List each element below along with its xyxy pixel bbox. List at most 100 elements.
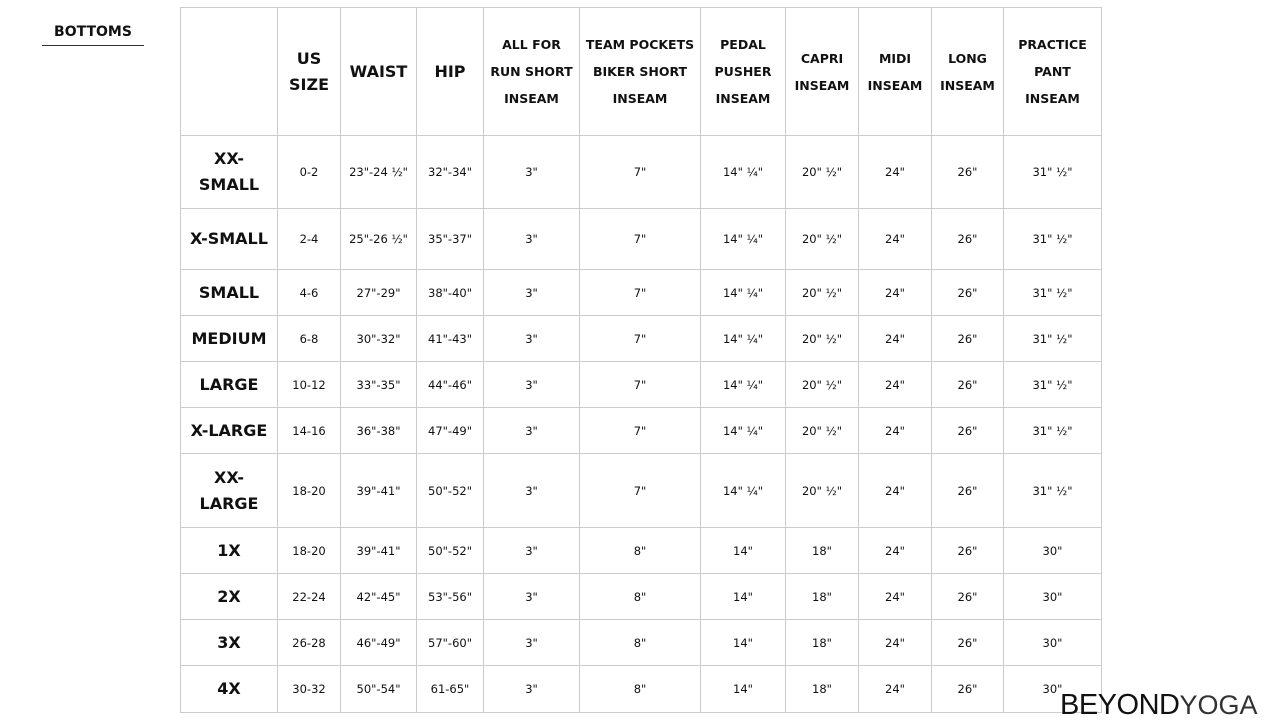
table-cell: 7" bbox=[579, 407, 701, 454]
table-row: 1X 18-20 39"-41" 50"-52" 3" 8" 14" 18" 24" 26" 30" bbox=[180, 527, 1102, 574]
table-cell: 14" bbox=[700, 527, 786, 574]
table-cell: 31" ½" bbox=[1003, 361, 1102, 408]
table-row: 4X 30-32 50"-54" 61-65" 3" 8" 14" 18" 24" 26" 30" bbox=[180, 665, 1102, 713]
table-cell: 18-20 bbox=[277, 453, 341, 528]
table-cell: 0-2 bbox=[277, 135, 341, 209]
table-cell: 22-24 bbox=[277, 573, 341, 620]
table-cell: 24" bbox=[858, 208, 932, 270]
table-cell: 26" bbox=[931, 619, 1004, 666]
table-cell: 26" bbox=[931, 361, 1004, 408]
section-title: BOTTOMS bbox=[42, 24, 144, 46]
table-cell: 31" ½" bbox=[1003, 453, 1102, 528]
table-cell: 24" bbox=[858, 619, 932, 666]
table-cell: 7" bbox=[579, 269, 701, 316]
table-cell: 26" bbox=[931, 665, 1004, 713]
table-cell: 20" ½" bbox=[785, 269, 859, 316]
table-cell: 4-6 bbox=[277, 269, 341, 316]
size-label: LARGE bbox=[180, 361, 278, 408]
table-cell: 3" bbox=[483, 135, 580, 209]
table-cell: 14" bbox=[700, 665, 786, 713]
table-cell: 61-65" bbox=[416, 665, 484, 713]
column-header bbox=[180, 7, 278, 136]
table-cell: 26" bbox=[931, 135, 1004, 209]
table-cell: 8" bbox=[579, 619, 701, 666]
table-cell: 31" ½" bbox=[1003, 315, 1102, 362]
table-cell: 18-20 bbox=[277, 527, 341, 574]
table-cell: 24" bbox=[858, 135, 932, 209]
table-cell: 26" bbox=[931, 527, 1004, 574]
table-cell: 14" ¼" bbox=[700, 208, 786, 270]
table-cell: 31" ½" bbox=[1003, 269, 1102, 316]
table-cell: 3" bbox=[483, 573, 580, 620]
column-header: CAPRI INSEAM bbox=[785, 7, 859, 136]
table-cell: 18" bbox=[785, 527, 859, 574]
table-cell: 3" bbox=[483, 269, 580, 316]
size-label: X-SMALL bbox=[180, 208, 278, 270]
table-cell: 24" bbox=[858, 407, 932, 454]
table-cell: 14" ¼" bbox=[700, 315, 786, 362]
table-cell: 39"-41" bbox=[340, 527, 417, 574]
table-cell: 14" ¼" bbox=[700, 135, 786, 209]
table-cell: 24" bbox=[858, 315, 932, 362]
column-header: US SIZE bbox=[277, 7, 341, 136]
size-label: 1X bbox=[180, 527, 278, 574]
table-row: LARGE 10-12 33"-35" 44"-46" 3" 7" 14" ¼" 20" ½"… bbox=[180, 361, 1102, 408]
table-cell: 7" bbox=[579, 453, 701, 528]
table-row: X-LARGE 14-16 36"-38" 47"-49" 3" 7" 14" ¼" 20" … bbox=[180, 407, 1102, 454]
table-cell: 3" bbox=[483, 315, 580, 362]
table-cell: 33"-35" bbox=[340, 361, 417, 408]
table-cell: 8" bbox=[579, 527, 701, 574]
column-header: ALL FOR RUN SHORT INSEAM bbox=[483, 7, 580, 136]
table-row: MEDIUM 6-8 30"-32" 41"-43" 3" 7" 14" ¼" 20" ½" 2… bbox=[180, 315, 1102, 362]
table-cell: 14" bbox=[700, 573, 786, 620]
size-label: SMALL bbox=[180, 269, 278, 316]
table-cell: 18" bbox=[785, 665, 859, 713]
column-header: MIDI INSEAM bbox=[858, 7, 932, 136]
table-cell: 3" bbox=[483, 619, 580, 666]
table-cell: 23"-24 ½" bbox=[340, 135, 417, 209]
table-cell: 42"-45" bbox=[340, 573, 417, 620]
table-cell: 3" bbox=[483, 361, 580, 408]
table-cell: 25"-26 ½" bbox=[340, 208, 417, 270]
table-row: X-SMALL 2-4 25"-26 ½" 35"-37" 3" 7" 14" ¼" 20" … bbox=[180, 208, 1102, 270]
brand-logo: BEYONDYOGA bbox=[1060, 690, 1258, 720]
table-cell: 10-12 bbox=[277, 361, 341, 408]
column-header: PEDAL PUSHER INSEAM bbox=[700, 7, 786, 136]
table-cell: 20" ½" bbox=[785, 453, 859, 528]
table-cell: 20" ½" bbox=[785, 208, 859, 270]
table-cell: 7" bbox=[579, 208, 701, 270]
table-cell: 7" bbox=[579, 135, 701, 209]
size-label: MEDIUM bbox=[180, 315, 278, 362]
table-cell: 14" ¼" bbox=[700, 453, 786, 528]
table-cell: 24" bbox=[858, 269, 932, 316]
table-cell: 18" bbox=[785, 573, 859, 620]
table-cell: 50"-52" bbox=[416, 527, 484, 574]
table-cell: 53"-56" bbox=[416, 573, 484, 620]
table-cell: 30" bbox=[1003, 619, 1102, 666]
table-row: 2X 22-24 42"-45" 53"-56" 3" 8" 14" 18" 24" 26" 30" bbox=[180, 573, 1102, 620]
table-cell: 24" bbox=[858, 527, 932, 574]
size-label: X-LARGE bbox=[180, 407, 278, 454]
table-cell: 36"-38" bbox=[340, 407, 417, 454]
brand-logo-part1: BEYOND bbox=[1060, 689, 1180, 721]
table-cell: 20" ½" bbox=[785, 315, 859, 362]
table-cell: 3" bbox=[483, 665, 580, 713]
column-header: WAIST bbox=[340, 7, 417, 136]
size-label: XX-SMALL bbox=[180, 135, 278, 209]
table-cell: 18" bbox=[785, 619, 859, 666]
table-cell: 30" bbox=[1003, 665, 1102, 713]
table-cell: 3" bbox=[483, 208, 580, 270]
table-cell: 3" bbox=[483, 453, 580, 528]
table-cell: 14" ¼" bbox=[700, 269, 786, 316]
table-cell: 31" ½" bbox=[1003, 135, 1102, 209]
table-cell: 24" bbox=[858, 573, 932, 620]
table-cell: 14-16 bbox=[277, 407, 341, 454]
size-chart-table: US SIZE WAIST HIP ALL FOR RUN SHORT INSEAM T… bbox=[180, 7, 1102, 713]
table-cell: 46"-49" bbox=[340, 619, 417, 666]
table-cell: 57"-60" bbox=[416, 619, 484, 666]
table-cell: 38"-40" bbox=[416, 269, 484, 316]
table-cell: 26" bbox=[931, 453, 1004, 528]
table-cell: 47"-49" bbox=[416, 407, 484, 454]
table-cell: 41"-43" bbox=[416, 315, 484, 362]
table-cell: 27"-29" bbox=[340, 269, 417, 316]
